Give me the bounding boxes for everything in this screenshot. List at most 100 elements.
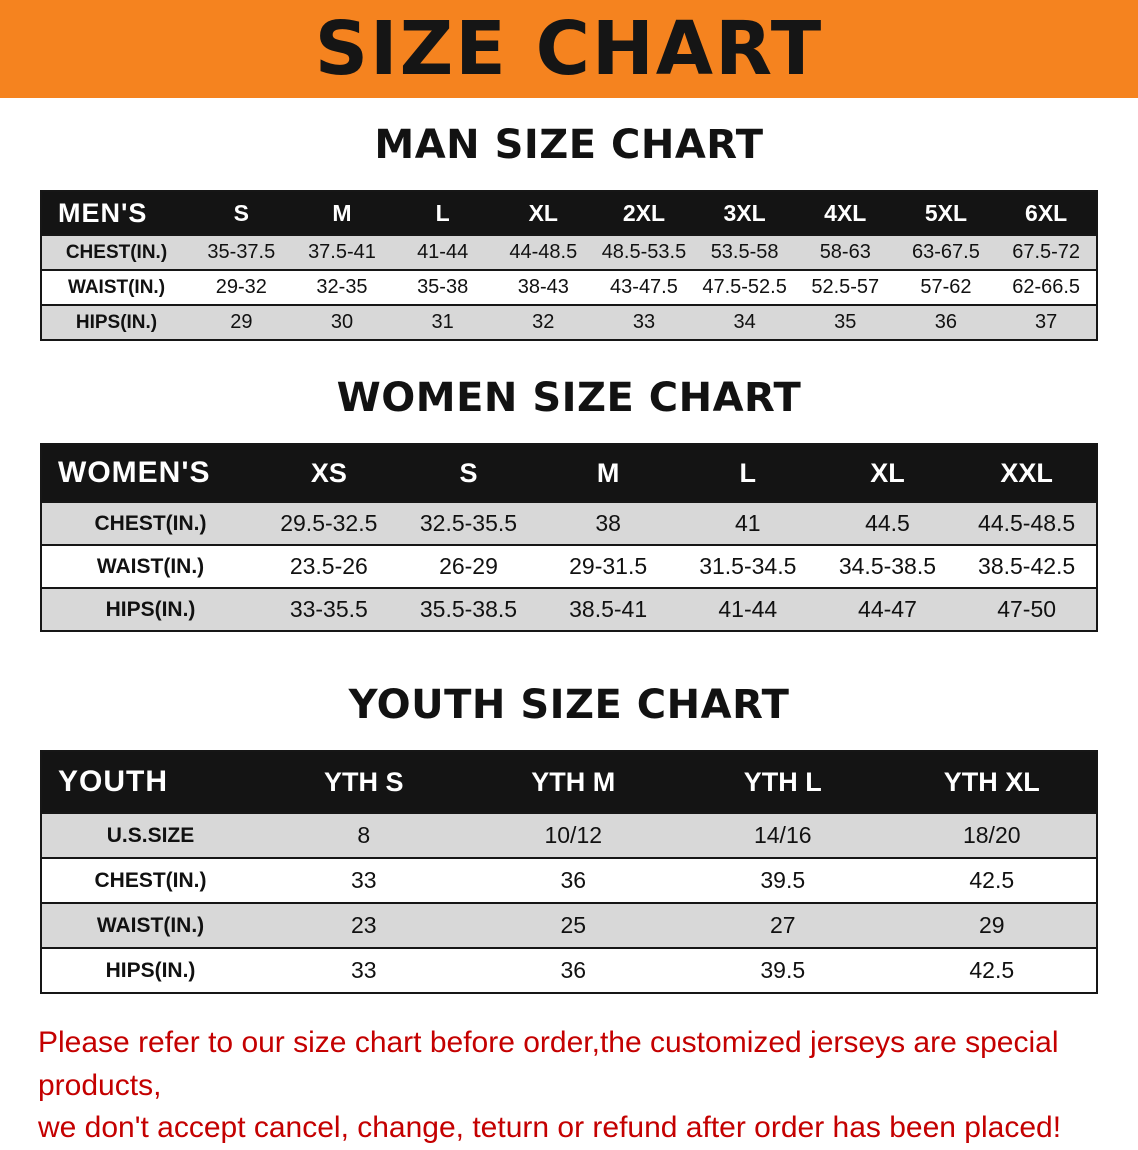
women-section: WOMEN SIZE CHART WOMEN'S XS S M L XL XXL CHEST(… xyxy=(0,375,1138,632)
measurement-value: 33 xyxy=(350,867,377,893)
measurement-value: 8 xyxy=(357,822,371,848)
header-row: WOMEN'S XS S M L XL XXL xyxy=(41,444,1097,502)
size-column-header: 5XL xyxy=(924,199,968,226)
measurement-value: 48.5-53.5 xyxy=(601,241,687,263)
disclaimer-line-2: we don't accept cancel, change, teturn o… xyxy=(38,1111,1062,1145)
measurement-row: U.S.SIZE 8 10/12 14/16 18/20 xyxy=(41,813,1097,858)
measurement-value: 63-67.5 xyxy=(912,241,980,263)
measurement-value: 53.5-58 xyxy=(710,241,779,263)
size-column-header: YTH XL xyxy=(943,766,1040,797)
measurement-value: 41-44 xyxy=(718,596,778,622)
measurement-value: 42.5 xyxy=(969,867,1015,893)
measurement-value: 43-47.5 xyxy=(610,276,678,298)
section-heading-men: MAN SIZE CHART xyxy=(374,122,764,168)
women-size-table: WOMEN'S XS S M L XL XXL CHEST(IN.) 29.5-32.5 32.5… xyxy=(40,443,1098,632)
measurement-label: U.S.SIZE xyxy=(106,823,195,847)
measurement-value: 30 xyxy=(330,311,354,333)
measurement-value: 29 xyxy=(230,311,253,333)
measurement-value: 36 xyxy=(934,311,958,333)
measurement-row: HIPS(IN.) 29 30 31 32 33 34 35 36 37 xyxy=(41,305,1097,340)
size-column-header: M xyxy=(332,199,352,226)
measurement-value: 42.5 xyxy=(969,957,1015,983)
section-heading-youth: YOUTH SIZE CHART xyxy=(348,682,790,728)
measurement-value: 32.5-35.5 xyxy=(419,510,518,536)
measurement-value: 37 xyxy=(1035,311,1058,333)
measurement-row: WAIST(IN.) 29-32 32-35 35-38 38-43 43-47.5 47.… xyxy=(41,270,1097,305)
measurement-value: 67.5-72 xyxy=(1012,241,1081,263)
table-title-cell: MEN'S xyxy=(58,197,148,228)
measurement-row: WAIST(IN.) 23.5-26 26-29 29-31.5 31.5-34.5 34… xyxy=(41,545,1097,588)
measurement-label: CHEST(IN.) xyxy=(94,511,207,535)
measurement-label: CHEST(IN.) xyxy=(94,868,207,892)
measurement-value: 25 xyxy=(560,912,587,938)
measurement-value: 34.5-38.5 xyxy=(838,553,937,579)
measurement-label: WAIST(IN.) xyxy=(67,276,166,298)
page-title: SIZE CHART xyxy=(314,6,824,92)
measurement-value: 27 xyxy=(769,912,796,938)
measurement-value: 26-29 xyxy=(439,553,498,579)
measurement-row: CHEST(IN.) 35-37.5 37.5-41 41-44 44-48.5 48.5… xyxy=(41,235,1097,270)
measurement-value: 10/12 xyxy=(544,822,603,848)
measurement-value: 47.5-52.5 xyxy=(702,276,787,298)
measurement-value: 32 xyxy=(532,311,555,333)
measurement-label: CHEST(IN.) xyxy=(65,241,168,263)
measurement-value: 58-63 xyxy=(819,241,871,263)
measurement-label: HIPS(IN.) xyxy=(105,597,196,621)
measurement-value: 35-38 xyxy=(417,276,469,298)
measurement-value: 44.5-48.5 xyxy=(978,510,1076,536)
youth-section: YOUTH SIZE CHART YOUTH YTH S YTH M YTH L YTH… xyxy=(0,682,1138,994)
measurement-value: 23 xyxy=(350,912,377,938)
size-column-header: 2XL xyxy=(622,199,666,226)
measurement-value: 52.5-57 xyxy=(811,276,880,298)
size-column-header: 6XL xyxy=(1025,199,1068,226)
measurement-row: CHEST(IN.) 33 36 39.5 42.5 xyxy=(41,858,1097,903)
size-column-header: 3XL xyxy=(723,199,766,226)
size-column-header: L xyxy=(435,199,450,226)
measurement-value: 18/20 xyxy=(962,822,1021,848)
measurement-value: 29 xyxy=(978,912,1005,938)
measurement-row: WAIST(IN.) 23 25 27 29 xyxy=(41,903,1097,948)
table-title-cell: YOUTH xyxy=(58,765,168,798)
measurement-value: 31.5-34.5 xyxy=(699,553,797,579)
size-column-header: YTH S xyxy=(323,766,404,797)
size-column-header: YTH M xyxy=(531,766,616,797)
banner: SIZE CHART xyxy=(0,0,1138,98)
measurement-value: 35-37.5 xyxy=(207,241,276,263)
measurement-value: 33-35.5 xyxy=(289,596,368,622)
size-column-header: YTH L xyxy=(743,766,822,797)
size-column-header: XXL xyxy=(1000,457,1053,488)
measurement-value: 44-47 xyxy=(858,596,917,622)
measurement-value: 57-62 xyxy=(920,276,972,298)
disclaimer: Please refer to our size chart before or… xyxy=(38,1022,1100,1150)
measurement-value: 34 xyxy=(733,311,756,333)
youth-size-table: YOUTH YTH S YTH M YTH L YTH XL U.S.SIZE 8 10/12… xyxy=(40,750,1098,994)
measurement-label: HIPS(IN.) xyxy=(75,311,158,333)
measurement-value: 62-66.5 xyxy=(1012,276,1081,298)
section-heading-women: WOMEN SIZE CHART xyxy=(336,375,802,421)
measurement-value: 35 xyxy=(834,311,857,333)
men-size-table: MEN'S S M L XL 2XL 3XL 4XL 5XL 6XL CHEST(IN.) 35-37… xyxy=(40,190,1098,341)
measurement-value: 39.5 xyxy=(760,867,806,893)
measurement-label: WAIST(IN.) xyxy=(96,913,205,937)
measurement-label: WAIST(IN.) xyxy=(96,554,205,578)
size-column-header: M xyxy=(596,457,620,488)
measurement-value: 44.5 xyxy=(865,510,910,536)
measurement-value: 44-48.5 xyxy=(509,241,578,263)
measurement-value: 29.5-32.5 xyxy=(280,510,378,536)
measurement-label: HIPS(IN.) xyxy=(105,958,196,982)
size-column-header: XL xyxy=(528,199,558,226)
measurement-value: 39.5 xyxy=(760,957,806,983)
size-column-header: S xyxy=(459,457,478,488)
measurement-value: 35.5-38.5 xyxy=(419,596,518,622)
measurement-value: 38-43 xyxy=(517,276,569,298)
measurement-value: 36 xyxy=(560,957,587,983)
measurement-value: 36 xyxy=(560,867,587,893)
measurement-value: 33 xyxy=(632,311,656,333)
measurement-value: 41 xyxy=(735,510,761,536)
measurement-value: 29-32 xyxy=(215,276,267,298)
men-section: MAN SIZE CHART MEN'S S M L XL 2XL 3XL 4XL 5XL 6XL… xyxy=(0,122,1138,341)
measurement-value: 41-44 xyxy=(417,241,469,263)
measurement-value: 47-50 xyxy=(997,596,1057,622)
header-row: MEN'S S M L XL 2XL 3XL 4XL 5XL 6XL xyxy=(41,191,1097,235)
